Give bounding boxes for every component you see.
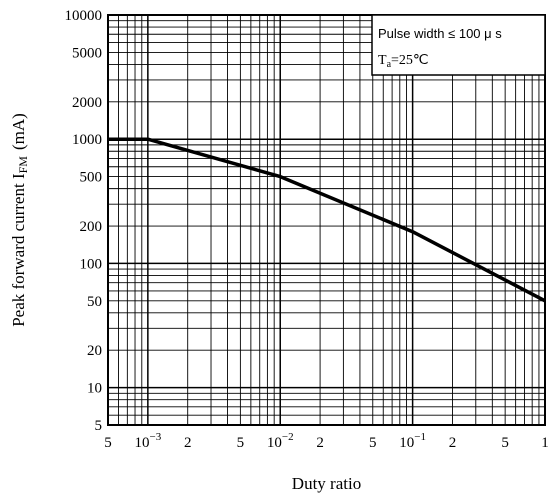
- y-axis-title-sub: FM: [16, 156, 30, 174]
- y-tick-label: 500: [80, 170, 103, 186]
- y-tick-label: 5: [95, 418, 103, 434]
- x-tick-base: 2: [449, 435, 457, 451]
- y-axis-title-unit: (mA): [9, 113, 28, 150]
- x-tick-label: 10−1: [399, 431, 426, 451]
- x-tick-label: 2: [184, 435, 192, 451]
- x-tick-base: 10: [134, 435, 149, 451]
- x-tick-label: 5: [237, 435, 245, 451]
- x-tick-exponent: −2: [282, 431, 294, 443]
- x-tick-base: 2: [184, 435, 192, 451]
- series-group: [108, 137, 546, 303]
- y-tick-label: 5000: [72, 45, 102, 61]
- x-tick-base: 5: [369, 435, 377, 451]
- x-tick-label: 2: [316, 435, 324, 451]
- x-tick-label: 5: [501, 435, 509, 451]
- x-tick-label: 5: [104, 435, 112, 451]
- y-tick-label: 10: [87, 381, 102, 397]
- legend-temperature: Ta=25℃: [378, 53, 429, 70]
- x-tick-base: 2: [316, 435, 324, 451]
- x-tick-base: 5: [104, 435, 112, 451]
- y-tick-label: 200: [80, 219, 103, 235]
- legend-t-main: T: [378, 53, 387, 68]
- y-axis-title: Peak forward current IFM (mA): [9, 113, 30, 327]
- x-tick-base: 10: [399, 435, 414, 451]
- legend-pulse-width: Pulse width ≤ 100 μ s: [378, 26, 502, 41]
- series-line: [108, 137, 546, 303]
- legend: Pulse width ≤ 100 μ s Ta=25℃: [371, 14, 546, 76]
- x-tick-label: 10−3: [134, 431, 161, 451]
- grid: [107, 14, 546, 426]
- x-tick-base: 1: [541, 435, 548, 451]
- x-tick-label: 10−2: [267, 431, 294, 451]
- x-tick-label: 1: [541, 435, 548, 451]
- y-tick-label: 100: [80, 256, 103, 272]
- legend-t-sub: a: [387, 59, 392, 70]
- x-tick-label: 5: [369, 435, 377, 451]
- y-tick-label: 20: [87, 343, 102, 359]
- x-tick-base: 5: [237, 435, 245, 451]
- x-tick-labels: 5 10−3 2 5 10−2 2 5 10−1 2 5 1: [104, 431, 548, 451]
- legend-t-rest: =25℃: [391, 53, 429, 68]
- y-tick-label: 1000: [72, 132, 102, 148]
- y-tick-label: 10000: [65, 8, 103, 24]
- y-tick-label: 50: [87, 294, 102, 310]
- x-tick-base: 10: [267, 435, 282, 451]
- legend-box: [371, 14, 546, 76]
- x-tick-exponent: −3: [149, 431, 161, 443]
- y-axis-title-main: Peak forward current I: [9, 173, 28, 327]
- plot-frame: [107, 14, 546, 426]
- x-tick-base: 5: [501, 435, 509, 451]
- y-tick-labels: 5 10 20 50 100 200 500 1000 2000 5000 10000: [65, 8, 103, 434]
- x-tick-label: 2: [449, 435, 457, 451]
- y-tick-label: 2000: [72, 95, 102, 111]
- x-tick-exponent: −1: [414, 431, 426, 443]
- x-axis-title: Duty ratio: [292, 474, 361, 493]
